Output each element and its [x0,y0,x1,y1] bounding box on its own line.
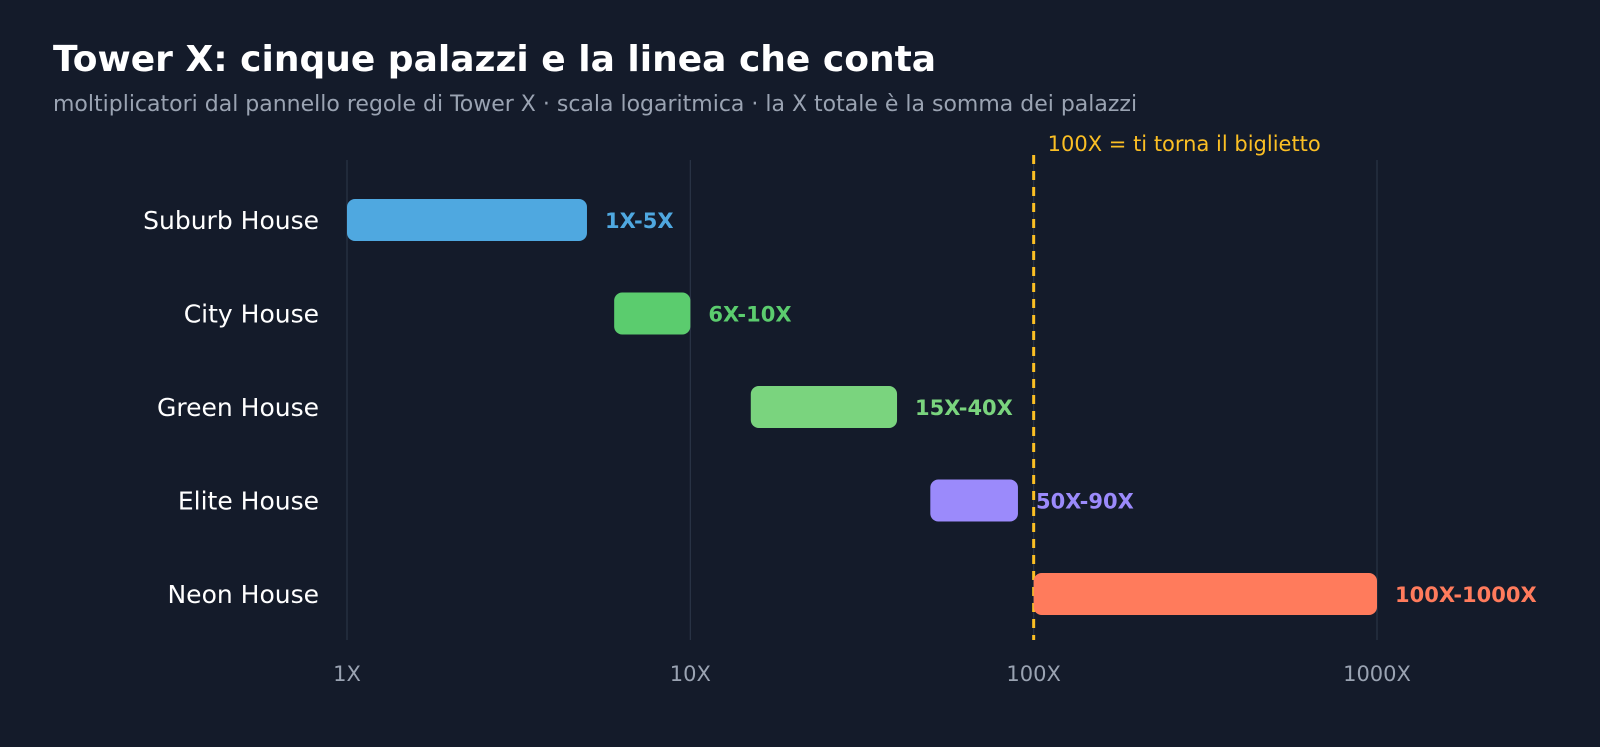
category-label-2: Green House [157,393,319,422]
bar-city-house [614,292,691,335]
chart-title: Tower X: cinque palazzi e la linea che c… [53,39,936,80]
bar-neon-house [1033,573,1377,615]
bar-suburb-house [347,199,587,241]
chart-subtitle: moltiplicatori dal pannello regole di To… [53,92,1137,117]
x-tick-label-3: 1000X [1343,662,1411,686]
data-label-0: 1X-5X [605,209,674,233]
bar-elite-house [930,479,1018,522]
reference-line-label: 100X = ti torna il biglietto [1048,132,1321,156]
category-label-4: Neon House [167,580,319,609]
data-label-1: 6X-10X [708,303,791,327]
category-label-3: Elite House [178,487,319,516]
x-tick-label-1: 10X [670,662,711,686]
reference-line-group: 100X = ti torna il biglietto [1032,132,1321,640]
data-label-3: 50X-90X [1036,490,1134,514]
bar-green-house [750,386,898,428]
category-label-0: Suburb House [143,206,319,235]
x-tick-label-2: 100X [1006,662,1060,686]
data-label-2: 15X-40X [915,396,1013,420]
x-axis-ticks: 1X 10X 100X 1000X [333,662,1411,686]
category-label-1: City House [184,300,319,329]
data-label-4: 100X-1000X [1395,583,1537,607]
bars: Suburb House 1X-5X City House 6X-10X Green H… [143,199,1537,615]
x-tick-label-0: 1X [333,662,361,686]
